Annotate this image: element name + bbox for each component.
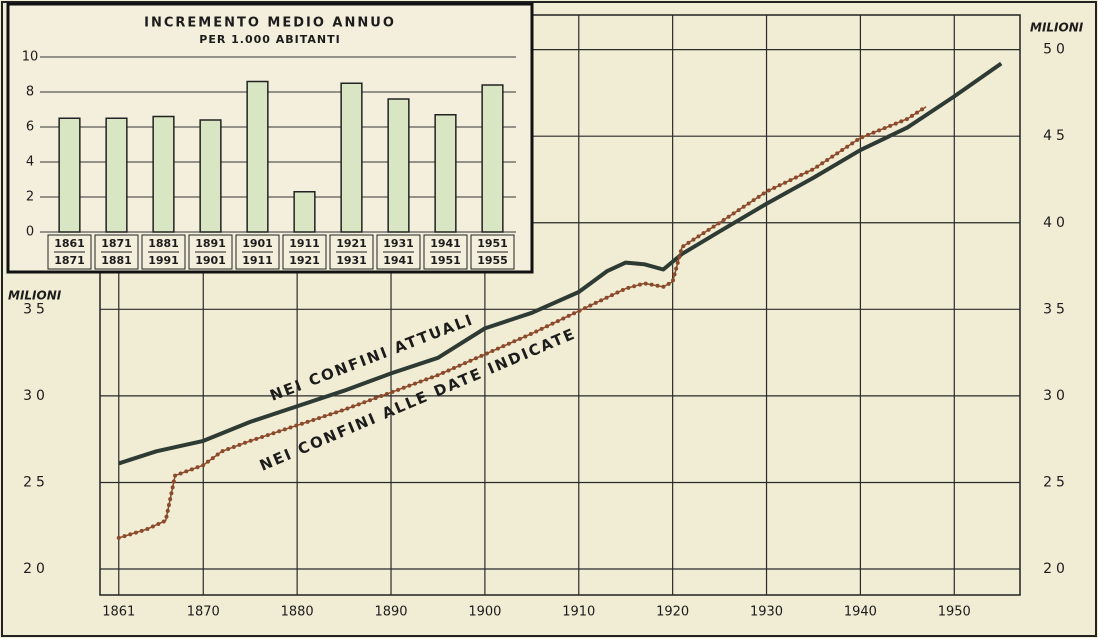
y-tick-label: 8 <box>26 85 34 100</box>
inset-chart: INCREMENTO MEDIO ANNUO PER 1.000 ABITANTI… <box>6 2 534 274</box>
x-tick-label: 1930 <box>750 605 783 620</box>
x-tick-label: 1881 <box>148 237 179 250</box>
bar <box>105 117 128 233</box>
x-tick-label: 1931 <box>336 254 367 267</box>
y2-tick-label: 40 <box>1043 215 1069 231</box>
bar <box>199 119 222 233</box>
x-tick-label: 1920 <box>656 605 689 620</box>
category-box <box>376 234 421 270</box>
chart-subtitle: PER 1.000 ABITANTI <box>199 33 340 46</box>
x-tick-label: 1950 <box>938 605 971 620</box>
x-tick-label: 1861 <box>102 605 135 620</box>
x-tick-label: 1911 <box>242 254 273 267</box>
bar <box>293 191 316 233</box>
x-tick-label: 1931 <box>383 237 414 250</box>
y-tick-label: 25 <box>23 474 49 490</box>
y-tick-label: 6 <box>26 120 34 135</box>
plot-area <box>99 14 1021 596</box>
category-box <box>470 234 515 270</box>
bar <box>340 82 363 233</box>
category-box <box>94 234 139 270</box>
x-tick-label: 1951 <box>477 237 508 250</box>
y2-axis-label: MILIONI <box>1030 21 1084 35</box>
x-tick-label: 1921 <box>336 237 367 250</box>
category-box <box>423 234 468 270</box>
bar <box>246 80 269 233</box>
x-tick-label: 1881 <box>101 254 132 267</box>
y-tick-label: 35 <box>23 301 49 317</box>
x-tick-label: 1951 <box>430 254 461 267</box>
y-tick-label: 30 <box>23 388 49 404</box>
category-box <box>282 234 327 270</box>
bar <box>387 98 410 233</box>
category-box <box>188 234 233 270</box>
y2-tick-label: 30 <box>1043 388 1069 404</box>
x-tick-label: 1911 <box>289 237 320 250</box>
category-box <box>329 234 374 270</box>
x-tick-label: 1941 <box>383 254 414 267</box>
x-tick-label: 1955 <box>477 254 508 267</box>
x-tick-label: 1901 <box>242 237 273 250</box>
y2-tick-label: 20 <box>1043 561 1069 577</box>
series-dots <box>116 104 929 540</box>
x-tick-label: 1891 <box>195 237 226 250</box>
y-tick-label: 4 <box>26 155 34 170</box>
y2-tick-label: 45 <box>1043 128 1069 144</box>
x-tick-label: 1940 <box>844 605 877 620</box>
x-tick-label: 1900 <box>468 605 501 620</box>
y2-tick-label: 25 <box>1043 474 1069 490</box>
y2-tick-label: 35 <box>1043 301 1069 317</box>
category-box <box>235 234 280 270</box>
x-tick-label: 1921 <box>289 254 320 267</box>
y2-tick-label: 50 <box>1043 42 1069 58</box>
x-tick-label: 1861 <box>54 237 85 250</box>
x-tick-label: 1941 <box>430 237 461 250</box>
x-tick-label: 1890 <box>374 605 407 620</box>
y-tick-label: 2 <box>26 190 34 205</box>
series-line <box>118 61 1003 466</box>
x-tick-label: 1901 <box>195 254 226 267</box>
y-tick-label: 10 <box>22 50 39 65</box>
y-tick-label: 20 <box>23 561 49 577</box>
chart-title: INCREMENTO MEDIO ANNUO <box>144 16 396 31</box>
x-tick-label: 1871 <box>54 254 85 267</box>
category-box <box>141 234 186 270</box>
x-tick-label: 1880 <box>281 605 314 620</box>
x-tick-label: 1870 <box>187 605 220 620</box>
category-box <box>47 234 92 270</box>
bar <box>481 84 504 233</box>
x-tick-label: 1910 <box>562 605 595 620</box>
bar <box>434 114 457 233</box>
y-axis-label: MILIONI <box>8 289 62 303</box>
x-tick-label: 1871 <box>101 237 132 250</box>
x-tick-label: 1991 <box>148 254 179 267</box>
y-tick-label: 0 <box>26 225 34 240</box>
bar <box>58 117 81 233</box>
bar <box>152 115 175 233</box>
